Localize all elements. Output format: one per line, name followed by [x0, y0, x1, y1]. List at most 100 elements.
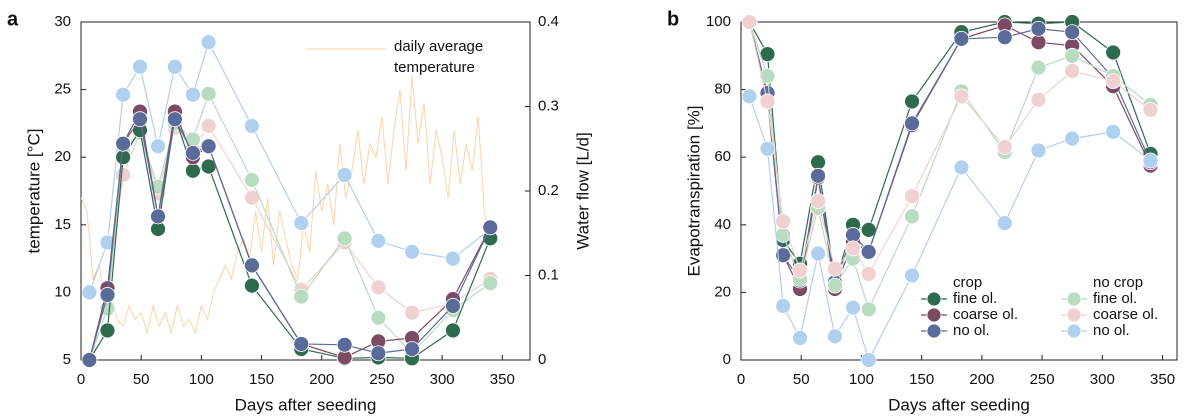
data-point [293, 288, 310, 305]
data-point [244, 257, 260, 274]
data-point [904, 267, 920, 284]
x-tick-label: 300 [430, 371, 455, 388]
x-tick-label: 350 [490, 371, 515, 388]
y-axis-label: Evapotranspiration [%] [684, 105, 703, 276]
y-axis-label: temperature [°C] [24, 129, 43, 254]
data-point [810, 167, 826, 184]
data-point [336, 167, 353, 183]
data-point [115, 167, 132, 183]
data-point [1064, 63, 1081, 79]
data-point [996, 29, 1013, 46]
data-point [845, 240, 861, 257]
data-point [1105, 123, 1122, 140]
data-point [336, 336, 353, 353]
data-point [845, 299, 861, 316]
data-point [293, 336, 310, 352]
data-point [132, 58, 148, 75]
data-point [1105, 44, 1122, 61]
data-point [445, 322, 461, 339]
y2-tick-label: 0.3 [538, 97, 559, 114]
data-point [81, 352, 98, 368]
data-point [99, 322, 116, 339]
data-point [775, 298, 792, 314]
legend-box: daily average temperature [394, 38, 483, 76]
data-point [99, 287, 116, 303]
data-point [996, 215, 1013, 232]
data-point [953, 31, 970, 47]
y2-tick-label: 0.1 [538, 266, 559, 283]
data-point [827, 328, 843, 345]
legend-marker [1066, 307, 1082, 323]
panel-label: b [667, 8, 679, 30]
y2-axis-label: Water flow [L/d] [573, 132, 592, 249]
data-point [166, 111, 183, 128]
legend-marker [926, 323, 942, 339]
y-tick-label: 40 [714, 216, 731, 233]
plot-frame [740, 21, 1178, 361]
legend-marker [926, 291, 942, 307]
data-point [115, 86, 132, 103]
legend-label: no ol. [1093, 322, 1130, 339]
data-point [185, 145, 201, 161]
x-tick-label: 0 [77, 371, 85, 388]
data-point [741, 88, 758, 105]
legend-label: coarse ol. [1093, 306, 1158, 323]
y2-tick-label: 0.4 [538, 13, 559, 30]
data-point [185, 86, 201, 103]
data-point [482, 219, 499, 236]
x-tick-label: 250 [1030, 371, 1055, 388]
data-point [827, 260, 843, 277]
y-tick-label: 10 [54, 283, 71, 300]
legend-title: crop [953, 274, 982, 291]
y-tick-label: 60 [714, 148, 731, 165]
y-tick-label: 25 [54, 81, 71, 98]
data-point [404, 304, 420, 321]
data-point [1064, 47, 1081, 64]
data-point [953, 88, 970, 105]
x-tick-label: 0 [737, 371, 745, 388]
data-point [1030, 20, 1047, 37]
data-point [860, 301, 877, 318]
data-point [759, 140, 776, 157]
data-point [244, 172, 260, 188]
x-tick-label: 150 [249, 371, 274, 388]
data-point [810, 245, 826, 262]
x-tick-label: 200 [969, 371, 994, 388]
legend-marker [1066, 323, 1082, 339]
x-tick-label: 350 [1150, 371, 1175, 388]
panel-label: a [7, 8, 19, 30]
data-point [860, 243, 877, 260]
data-point [1142, 101, 1159, 118]
data-point [370, 345, 387, 362]
y2-tick-label: 0 [538, 351, 546, 368]
data-point [996, 139, 1013, 155]
data-point [860, 265, 877, 282]
data-point [1064, 24, 1081, 41]
y-tick-label: 100 [706, 13, 731, 30]
data-point [370, 279, 387, 296]
data-point [827, 277, 843, 294]
series-line [748, 21, 1151, 311]
x-tick-label: 100 [189, 371, 214, 388]
data-point [185, 162, 201, 179]
data-point [792, 262, 808, 279]
data-point [244, 118, 260, 134]
data-point [115, 149, 132, 166]
legend-label: no ol. [953, 322, 990, 339]
temperature-line [80, 76, 491, 335]
data-point [792, 330, 808, 346]
x-tick-label: 250 [369, 371, 394, 388]
data-point [953, 159, 970, 176]
data-point [166, 58, 183, 75]
data-point [150, 208, 166, 225]
data-point [1030, 91, 1047, 108]
data-point [759, 68, 776, 84]
data-point [404, 341, 420, 357]
y-tick-label: 0 [723, 351, 731, 368]
y-tick-label: 5 [63, 351, 71, 368]
data-point [904, 115, 920, 132]
data-point [336, 230, 353, 247]
data-point [904, 93, 920, 110]
data-point [1030, 142, 1047, 159]
